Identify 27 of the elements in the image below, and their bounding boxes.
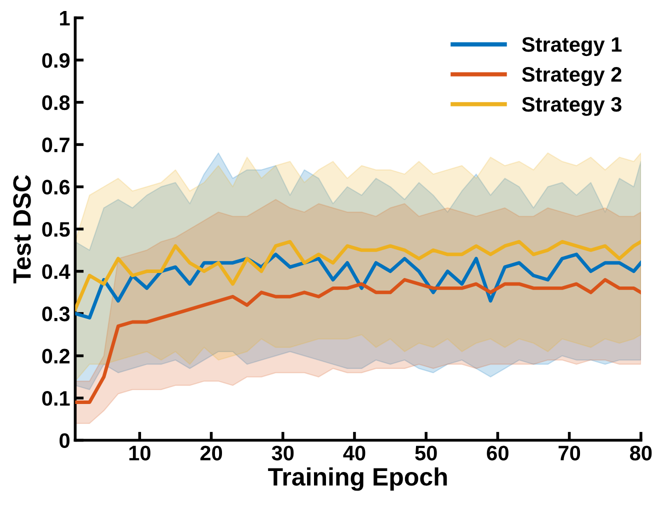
legend-label: Strategy 2 [522,67,622,86]
line-series [75,240,641,312]
legend-label: Strategy 3 [522,96,622,116]
x-tick-label: 60 [486,446,508,460]
legend-label: Strategy 1 [522,37,622,56]
y-tick-label: 0.2 [42,348,70,364]
line-series [75,278,641,404]
x-tick-label: 40 [343,446,366,460]
y-tick-label: 0.8 [42,95,70,110]
x-tick-label: 30 [272,446,294,460]
y-tick-label: 0.4 [42,264,70,280]
y-tick-label: 0.7 [42,138,70,152]
x-tick-label: 50 [415,446,437,460]
y-tick-label: 0.1 [42,391,70,406]
y-tick-label: 0.3 [42,306,70,322]
x-tick-label: 10 [129,446,150,460]
y-tick-label: 1 [60,11,70,26]
y-tick-label: 0 [60,433,70,448]
x-tick-label: 20 [200,446,222,460]
y-tick-label: 0.5 [42,222,70,237]
x-tick-label: 80 [630,446,652,460]
y-axis-title: Test DSC [13,175,31,284]
y-tick-label: 0.6 [42,180,70,195]
x-tick-label: 70 [558,446,580,460]
line-series [75,252,641,320]
y-tick-label: 0.9 [42,53,70,68]
x-axis-title: Training Epoch [268,467,447,491]
